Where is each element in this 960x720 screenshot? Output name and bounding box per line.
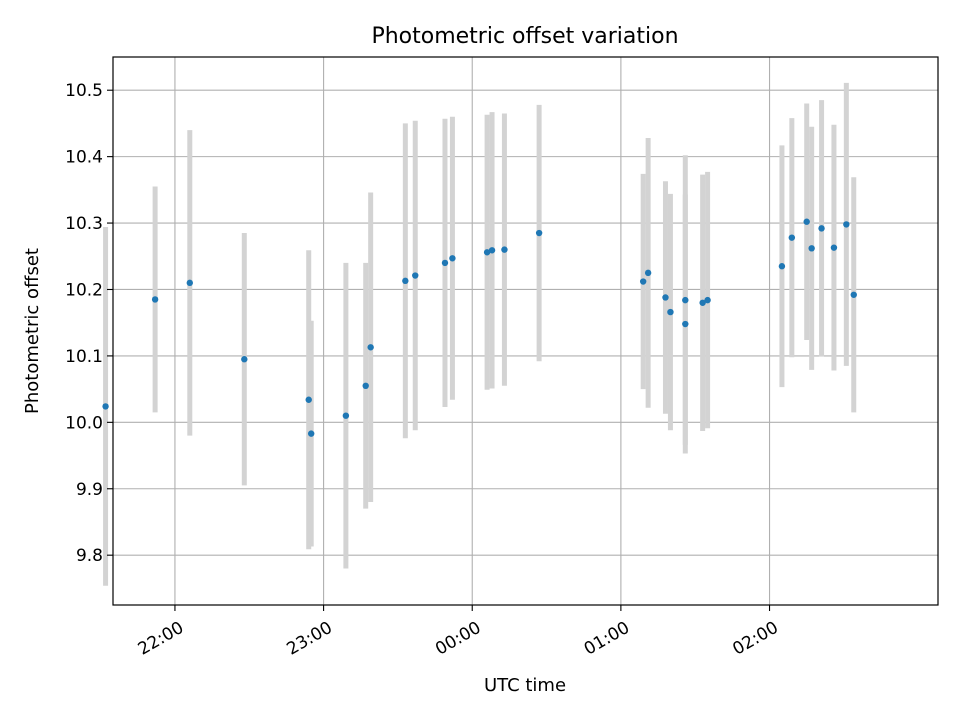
y-tick-label: 10.0 xyxy=(65,413,103,433)
plot-frame xyxy=(112,56,939,606)
data-point xyxy=(367,344,374,351)
y-tick-label: 10.2 xyxy=(65,280,103,300)
y-tick-label: 10.5 xyxy=(65,81,103,101)
data-point xyxy=(102,403,109,410)
data-point xyxy=(818,225,825,232)
data-point xyxy=(362,382,369,389)
data-point xyxy=(402,277,409,285)
y-tick-label: 10.1 xyxy=(65,347,103,367)
data-point xyxy=(535,229,543,237)
data-point xyxy=(808,245,815,252)
data-point xyxy=(699,299,706,306)
data-point xyxy=(483,249,491,256)
data-point xyxy=(342,412,350,419)
data-point xyxy=(788,234,796,241)
data-point xyxy=(662,294,669,301)
y-tick-label: 9.9 xyxy=(76,480,103,500)
data-points xyxy=(102,218,857,437)
data-point xyxy=(850,291,857,298)
data-point xyxy=(501,246,508,253)
data-point xyxy=(307,430,315,437)
data-point xyxy=(241,356,248,363)
data-point xyxy=(778,263,786,270)
data-point xyxy=(843,221,850,228)
data-point xyxy=(639,278,647,285)
data-point xyxy=(644,269,652,277)
data-point xyxy=(186,279,194,287)
data-point xyxy=(449,255,456,262)
data-point xyxy=(682,320,689,328)
x-axis-label: UTC time xyxy=(484,675,566,696)
y-tick-label: 10.4 xyxy=(65,148,103,168)
data-point xyxy=(682,296,689,304)
grid xyxy=(113,57,938,605)
data-point xyxy=(830,244,838,251)
y-tick-label: 9.8 xyxy=(76,546,103,566)
data-point xyxy=(803,218,810,225)
data-point xyxy=(488,247,496,254)
data-point xyxy=(412,272,419,279)
y-tick-label: 10.3 xyxy=(65,214,103,234)
data-point xyxy=(305,396,312,403)
y-axis-ticks: 9.8 9.9 10.0 10.1 10.2 10.3 10.4 10.5 xyxy=(65,81,113,566)
data-point xyxy=(704,296,711,304)
data-point xyxy=(441,259,449,267)
data-point xyxy=(151,296,159,303)
data-point xyxy=(667,308,674,316)
y-axis-label: Photometric offset xyxy=(22,248,43,414)
chart-title: Photometric offset variation xyxy=(371,24,678,49)
